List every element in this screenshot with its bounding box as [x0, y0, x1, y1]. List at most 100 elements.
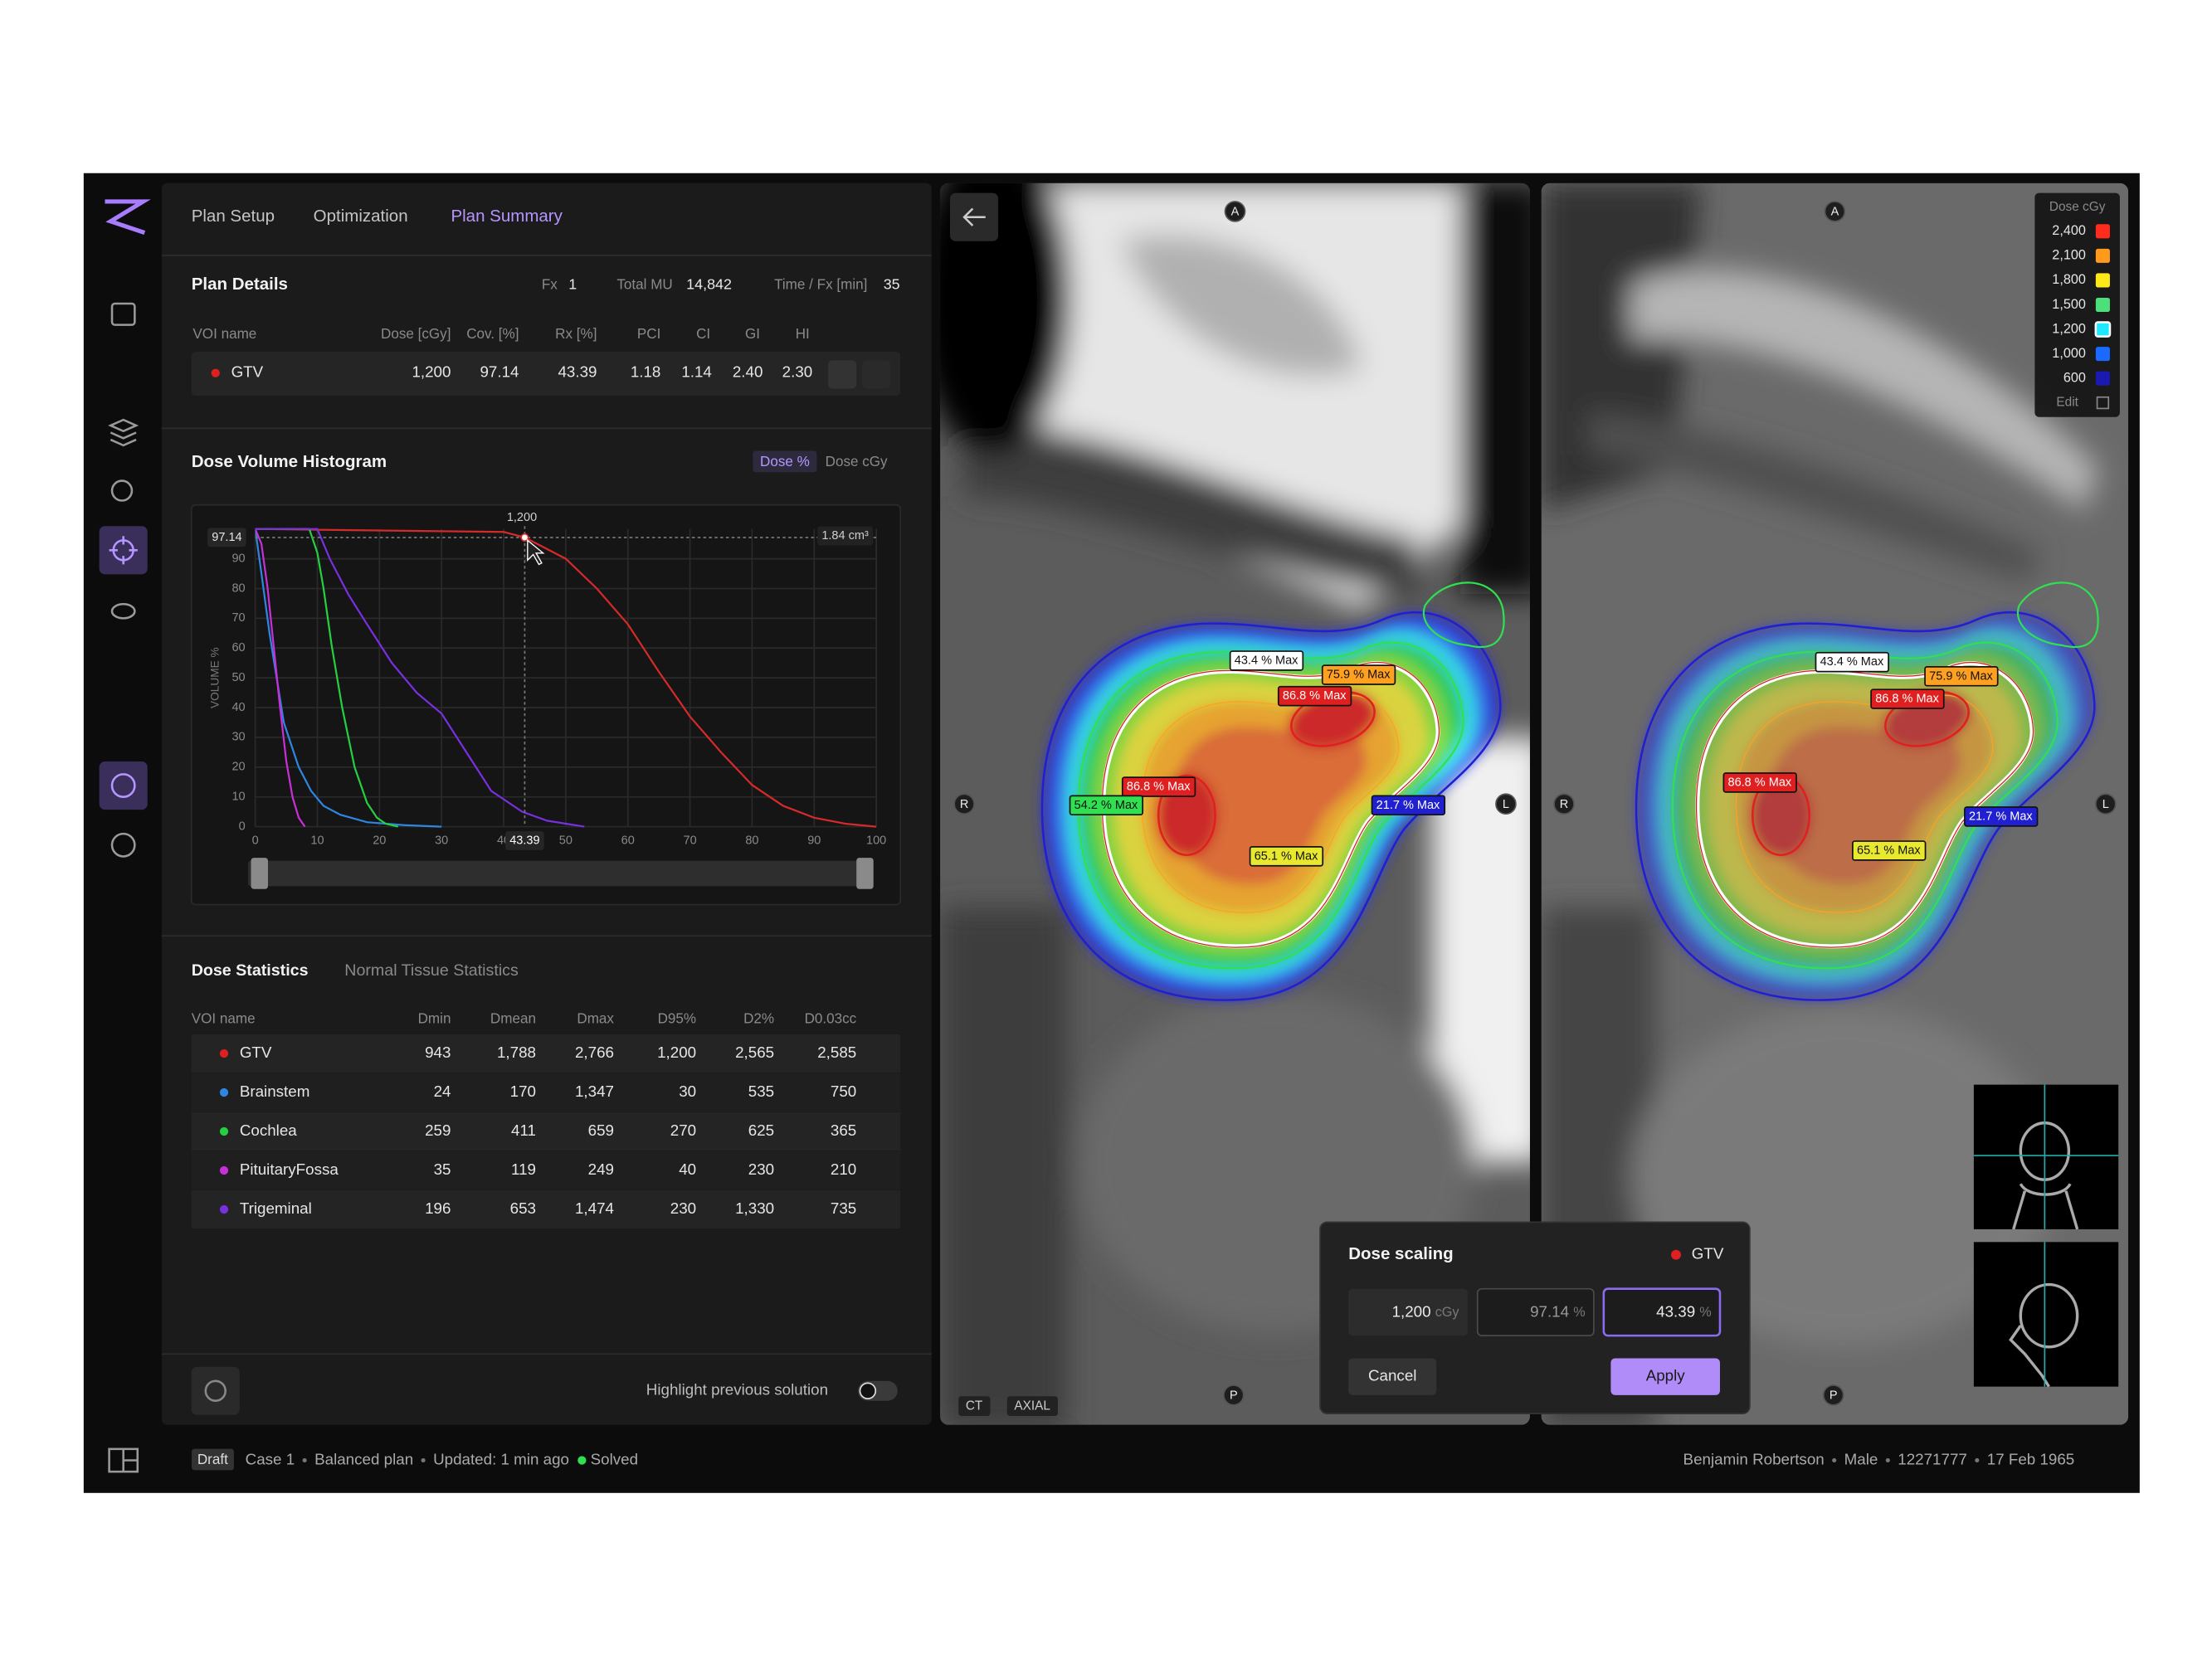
table-cell: Trigeminal — [240, 1199, 312, 1217]
dvh-curve — [255, 528, 306, 828]
range-handle[interactable] — [251, 858, 268, 889]
summary-value: 1 — [568, 275, 577, 292]
isodose-label: 86.8 % Max — [1728, 776, 1792, 789]
table-cell: 1.18 — [631, 363, 661, 381]
nav-tab[interactable]: Plan Summary — [451, 207, 563, 226]
isodose-label-bg — [1371, 795, 1446, 816]
legend-label: 1,500 — [2052, 297, 2086, 312]
cursor-x-bg — [505, 831, 544, 850]
color-dot — [219, 1165, 229, 1175]
toggle-option[interactable]: Dose % — [760, 454, 810, 469]
x-tick-label: 50 — [559, 834, 572, 847]
input-field[interactable] — [1348, 1288, 1468, 1336]
cancel-label[interactable]: Cancel — [1368, 1367, 1416, 1384]
table-cell: 411 — [511, 1121, 536, 1139]
table-cell: Cochlea — [240, 1121, 297, 1139]
dvh-chart: Dose Volume Histogram Dose % Dose cGy 0 10 20… — [192, 450, 888, 850]
sagittal-anatomy — [2009, 1242, 2079, 1388]
legend-swatch[interactable] — [2095, 297, 2110, 313]
table-cell: 1,788 — [497, 1044, 536, 1061]
table-cell: 1,200 — [412, 363, 451, 381]
orientation-badge — [1553, 793, 1575, 815]
range-handle[interactable] — [856, 858, 874, 889]
logo — [105, 199, 151, 235]
legend-swatch[interactable] — [2095, 224, 2110, 239]
column-header: VOI name — [192, 326, 256, 342]
status-tag-bg — [192, 1448, 234, 1471]
expand-icon[interactable] — [110, 832, 136, 858]
stats-tab[interactable]: Normal Tissue Statistics — [344, 961, 519, 980]
reset-button[interactable] — [191, 1366, 240, 1415]
legend-edit[interactable]: Edit — [2056, 396, 2078, 410]
nav-tab[interactable]: Optimization — [314, 207, 408, 226]
legend-swatch[interactable] — [2095, 347, 2110, 362]
section-title: Dose Volume Histogram — [192, 452, 387, 471]
apply-button[interactable] — [1610, 1358, 1720, 1395]
table-cell: 2,585 — [817, 1044, 856, 1061]
collapse-icon[interactable] — [110, 773, 136, 798]
x-tick-label: 30 — [435, 834, 448, 847]
table-cell: 750 — [831, 1082, 856, 1100]
orientation-badge — [1495, 793, 1517, 815]
isodose-label: 75.9 % Max — [1929, 669, 1993, 683]
color-dot — [1975, 1457, 1980, 1463]
menu-button[interactable] — [862, 360, 891, 389]
column-header: VOI name — [192, 1011, 256, 1027]
eye-icon[interactable] — [110, 602, 136, 620]
table-cell: 119 — [511, 1160, 536, 1178]
stats-tab[interactable]: Dose Statistics — [192, 961, 309, 980]
legend-swatch[interactable] — [2094, 321, 2112, 338]
cancel-button[interactable] — [1348, 1358, 1437, 1395]
table-cell: 659 — [588, 1121, 614, 1139]
x-tick-label: 20 — [373, 834, 386, 847]
x-tick-label: 10 — [310, 834, 324, 847]
table-cell: 40 — [679, 1160, 696, 1178]
column-header: D95% — [658, 1011, 697, 1027]
viewer-tag-bg — [1006, 1396, 1058, 1417]
table-cell: 210 — [831, 1160, 856, 1178]
edit-icon — [2096, 396, 2110, 410]
isodose-label: 54.2 % Max — [1074, 799, 1138, 812]
input-unit: % — [1699, 1305, 1711, 1320]
orientation-badge — [2095, 793, 2117, 815]
input-field[interactable] — [1602, 1287, 1722, 1337]
orientation-label: L — [2102, 798, 2109, 811]
legend-swatch[interactable] — [2095, 273, 2110, 288]
legend-label: 2,400 — [2052, 223, 2086, 238]
nav-tab[interactable]: Plan Setup — [192, 207, 275, 226]
orientation-badge — [1822, 1384, 1844, 1406]
range-track[interactable] — [248, 860, 873, 887]
input-unit: % — [1573, 1305, 1585, 1320]
sagittal-thumbnail[interactable] — [1973, 1242, 2119, 1387]
apply-label[interactable]: Apply — [1646, 1367, 1686, 1384]
isodose-label-bg — [1815, 651, 1889, 673]
color-dot — [1832, 1457, 1837, 1463]
patient-info: 12271777 — [1898, 1450, 1967, 1467]
layers-icon[interactable] — [108, 418, 139, 447]
coronal-thumbnail[interactable] — [1973, 1084, 2119, 1229]
legend-label: 600 — [2063, 370, 2086, 385]
input-field[interactable] — [1476, 1287, 1595, 1336]
collapse-bg — [99, 761, 148, 810]
table-cell: 170 — [510, 1082, 536, 1100]
color-dot — [1671, 1249, 1681, 1260]
y-axis-label: VOLUME % — [208, 647, 221, 708]
y-tick-label: 60 — [231, 641, 245, 654]
color-dot — [302, 1457, 307, 1463]
legend-swatch[interactable] — [2095, 248, 2110, 263]
target-icon[interactable] — [110, 479, 134, 502]
orientation-label: A — [1231, 206, 1240, 219]
isodose-label: 86.8 % Max — [1875, 693, 1939, 706]
overlay-texts: Plan Setup Optimization Plan Summary Plan D… — [191, 201, 2117, 1471]
legend-title: Dose cGy — [2049, 200, 2106, 214]
toggle-option[interactable]: Dose cGy — [826, 454, 888, 469]
x-tick-label: 80 — [745, 834, 758, 847]
section-title: Plan Details — [192, 275, 288, 294]
legend-swatch[interactable] — [2095, 371, 2110, 386]
table-cell: 2,565 — [735, 1044, 774, 1061]
folder-icon[interactable] — [110, 302, 136, 326]
x-tick-label: 90 — [807, 834, 821, 847]
lock-button[interactable] — [828, 360, 857, 389]
x-tick-label: 60 — [621, 834, 635, 847]
